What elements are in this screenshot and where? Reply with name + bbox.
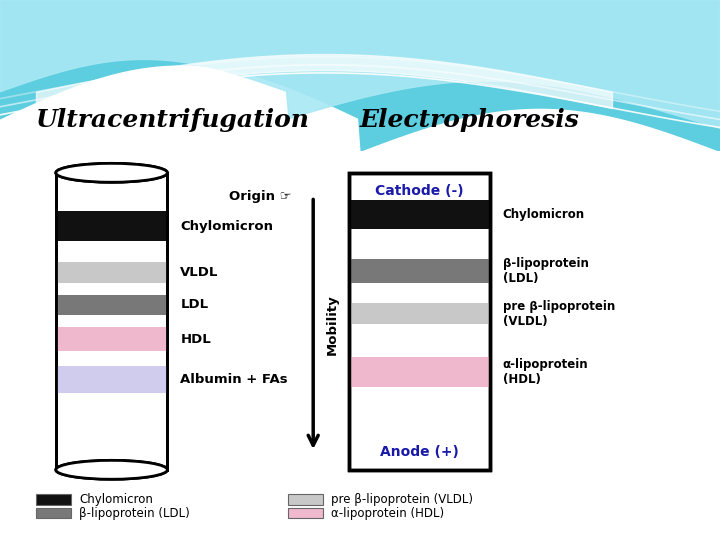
Bar <box>56 327 167 351</box>
Text: α-lipoprotein (HDL): α-lipoprotein (HDL) <box>331 507 444 519</box>
Bar <box>349 259 490 283</box>
Text: β-lipoprotein (LDL): β-lipoprotein (LDL) <box>79 507 190 519</box>
Text: LDL: LDL <box>181 299 209 312</box>
Text: VLDL: VLDL <box>181 266 219 279</box>
Bar <box>288 494 323 505</box>
Ellipse shape <box>56 163 167 182</box>
Bar <box>349 199 490 229</box>
Text: pre β-lipoprotein (VLDL): pre β-lipoprotein (VLDL) <box>331 493 473 506</box>
Bar <box>56 211 167 241</box>
Text: Chylomicron: Chylomicron <box>181 220 274 233</box>
Text: β-lipoprotein
(LDL): β-lipoprotein (LDL) <box>503 257 588 285</box>
Text: Ultracentrifugation: Ultracentrifugation <box>36 109 310 132</box>
Bar <box>56 173 167 470</box>
Text: Mobility: Mobility <box>326 294 339 355</box>
Bar <box>349 303 490 324</box>
Text: Chylomicron: Chylomicron <box>79 493 153 506</box>
Text: Chylomicron: Chylomicron <box>503 208 585 221</box>
Bar <box>36 494 71 505</box>
Bar <box>349 173 490 470</box>
Text: Cathode (-): Cathode (-) <box>375 184 464 198</box>
Ellipse shape <box>56 460 167 480</box>
Bar <box>56 262 167 283</box>
Text: HDL: HDL <box>181 333 211 346</box>
Bar <box>56 173 167 470</box>
Bar <box>349 357 490 387</box>
Bar <box>56 295 167 315</box>
Text: pre β-lipoprotein
(VLDL): pre β-lipoprotein (VLDL) <box>503 300 615 328</box>
Text: Albumin + FAs: Albumin + FAs <box>181 373 288 386</box>
Text: Anode (+): Anode (+) <box>380 445 459 459</box>
Ellipse shape <box>56 163 167 182</box>
Bar <box>288 508 323 518</box>
Bar <box>349 173 490 470</box>
Text: Electrophoresis: Electrophoresis <box>360 109 580 132</box>
Bar <box>0 151 720 540</box>
Bar <box>36 508 71 518</box>
Text: α-lipoprotein
(HDL): α-lipoprotein (HDL) <box>503 358 588 386</box>
Ellipse shape <box>56 460 167 480</box>
Text: Origin ☞: Origin ☞ <box>229 190 292 204</box>
Bar <box>56 366 167 393</box>
